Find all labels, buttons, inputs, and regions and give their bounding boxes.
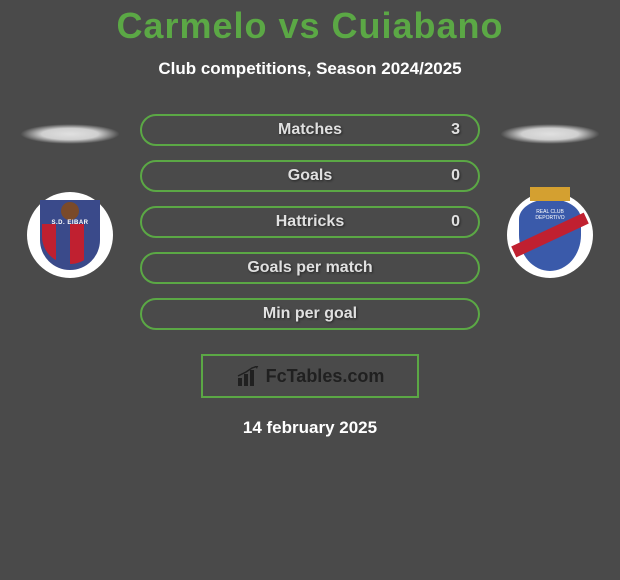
page-subtitle: Club competitions, Season 2024/2025 [158,59,461,79]
stat-label: Min per goal [263,305,357,323]
content-row: S.D. EIBAR Matches 3 Goals 0 Hattricks 0… [0,114,620,330]
stat-label: Hattricks [276,213,344,231]
stat-label: Goals [288,167,332,185]
stats-column: Matches 3 Goals 0 Hattricks 0 Goals per … [140,114,480,330]
stat-value: 0 [451,167,460,185]
stat-pill-hattricks: Hattricks 0 [140,206,480,238]
eibar-text: S.D. EIBAR [51,220,88,226]
right-ellipse-shadow [500,124,600,144]
depor-crown-icon [530,187,570,201]
main-container: Carmelo vs Cuiabano Club competitions, S… [0,0,620,580]
stat-pill-goals: Goals 0 [140,160,480,192]
date-text: 14 february 2025 [243,418,377,438]
brand-chart-icon [236,366,260,386]
page-title: Carmelo vs Cuiabano [116,5,503,47]
brand-text: FcTables.com [266,366,385,387]
stat-value: 0 [451,213,460,231]
depor-shield: REAL CLUBDEPORTIVO [519,199,581,271]
brand-box: FcTables.com [201,354,419,398]
club-badge-left: S.D. EIBAR [27,192,113,278]
right-badge-area: REAL CLUBDEPORTIVO [500,114,600,278]
stat-label: Goals per match [247,259,372,277]
left-ellipse-shadow [20,124,120,144]
stat-pill-min-per-goal: Min per goal [140,298,480,330]
stat-value: 3 [451,121,460,139]
stat-label: Matches [278,121,342,139]
eibar-ball-icon [61,202,79,220]
stat-pill-matches: Matches 3 [140,114,480,146]
depor-text: REAL CLUBDEPORTIVO [535,209,564,221]
eibar-stripes [42,224,98,264]
eibar-shield: S.D. EIBAR [40,200,100,270]
stat-pill-goals-per-match: Goals per match [140,252,480,284]
left-badge-area: S.D. EIBAR [20,114,120,278]
club-badge-right: REAL CLUBDEPORTIVO [507,192,593,278]
